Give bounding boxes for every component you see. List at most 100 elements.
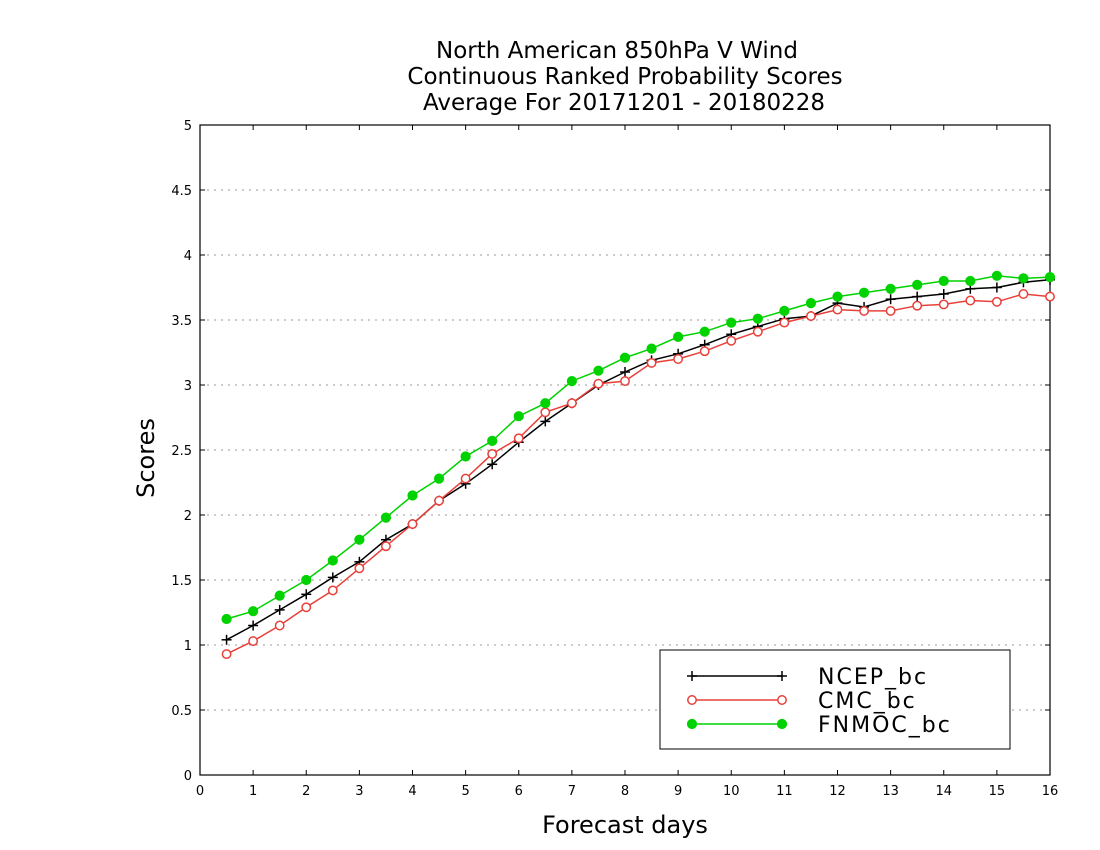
series-NCEP_bc [221,274,1055,645]
data-point [938,289,949,299]
data-point [327,585,338,596]
data-point [1018,289,1029,299]
data-point [885,283,896,294]
x-tick-label: 4 [408,784,416,799]
y-tick-label: 3 [184,379,192,394]
data-point [434,495,445,506]
legend-entry: CMC_bc [687,689,917,714]
data-point [487,459,498,470]
data-point [620,367,630,377]
data-point [566,398,577,409]
data-point [938,299,949,310]
data-point [380,541,391,552]
x-tick-label: 7 [568,784,576,799]
data-point [646,343,657,354]
x-tick-label: 11 [776,784,793,799]
series-FNMOC_bc [221,270,1056,625]
data-point [487,435,498,446]
data-point [912,300,923,311]
legend-label: CMC_bc [818,689,917,714]
data-point [687,695,697,705]
grid-lines [200,189,1050,711]
y-tick-label: 5 [184,119,192,134]
data-point [513,433,524,444]
x-tick-label: 0 [196,784,204,799]
data-point [991,270,1002,281]
data-point [991,282,1002,293]
legend-entry: FNMOC_bc [686,713,950,738]
y-axis-label: Scores [132,418,160,498]
chart-title-line-3: Average For 20171201 - 20180228 [423,90,825,116]
y-axis-ticks: 0 0.5 1 1.5 2 2.5 3 3.5 4 4.5 5 [171,119,1050,784]
data-point [991,296,1002,307]
data-point [540,398,551,409]
data-point [593,365,604,376]
data-point [380,512,392,523]
y-tick-label: 4.5 [171,184,192,199]
data-point [274,590,285,601]
x-tick-label: 8 [621,784,629,799]
data-point [752,313,763,324]
series-line [226,293,1051,655]
data-point [805,298,817,309]
x-axis-ticks: 0 1 2 3 4 5 6 7 8 9 10 11 12 13 14 15 16 [196,125,1058,799]
data-point [327,555,338,566]
data-point [752,326,763,337]
data-point [274,620,285,631]
data-point [487,448,498,459]
data-point [779,317,790,328]
data-point [686,718,698,730]
data-point [354,563,365,574]
data-point [301,602,312,613]
x-tick-label: 6 [515,784,523,799]
x-tick-label: 12 [829,784,846,799]
data-point [777,671,787,681]
data-point [965,275,976,287]
x-tick-label: 14 [935,784,952,799]
data-point [407,519,418,530]
data-point [540,407,551,418]
x-tick-label: 1 [249,784,257,799]
y-tick-label: 4 [184,249,192,264]
x-tick-label: 13 [882,784,899,799]
y-tick-label: 2 [184,509,192,524]
data-point [776,718,788,730]
data-point [858,287,870,298]
data-point [726,335,737,346]
x-tick-label: 10 [723,784,740,799]
data-point [540,416,551,427]
data-point [1018,273,1029,284]
data-point [619,352,631,363]
data-point [885,305,896,316]
data-point [433,473,445,484]
data-point [566,376,577,387]
data-point [912,279,923,290]
x-tick-label: 5 [461,784,469,799]
data-point [248,636,259,647]
y-tick-label: 1.5 [171,574,192,589]
data-point [354,534,365,545]
y-tick-label: 2.5 [171,444,192,459]
y-tick-label: 0 [184,769,192,784]
data-point [620,376,630,387]
series-layer [221,270,1056,660]
data-point [301,574,312,586]
data-point [301,589,312,600]
legend-entry: NCEP_bc [687,665,928,690]
x-tick-label: 2 [302,784,310,799]
data-point [832,291,843,302]
data-point [460,451,471,462]
data-point [673,331,684,342]
data-point [777,695,787,705]
data-point [938,275,949,287]
data-point [274,604,285,615]
chart-title: North American 850hPa V Wind Continuous … [407,38,842,116]
data-point [513,411,524,422]
data-point [687,671,697,681]
legend-label: NCEP_bc [818,665,928,690]
chart-title-line-1: North American 850hPa V Wind [436,38,798,64]
x-tick-label: 3 [355,784,363,799]
data-point [248,606,259,617]
series-line [226,278,1051,641]
